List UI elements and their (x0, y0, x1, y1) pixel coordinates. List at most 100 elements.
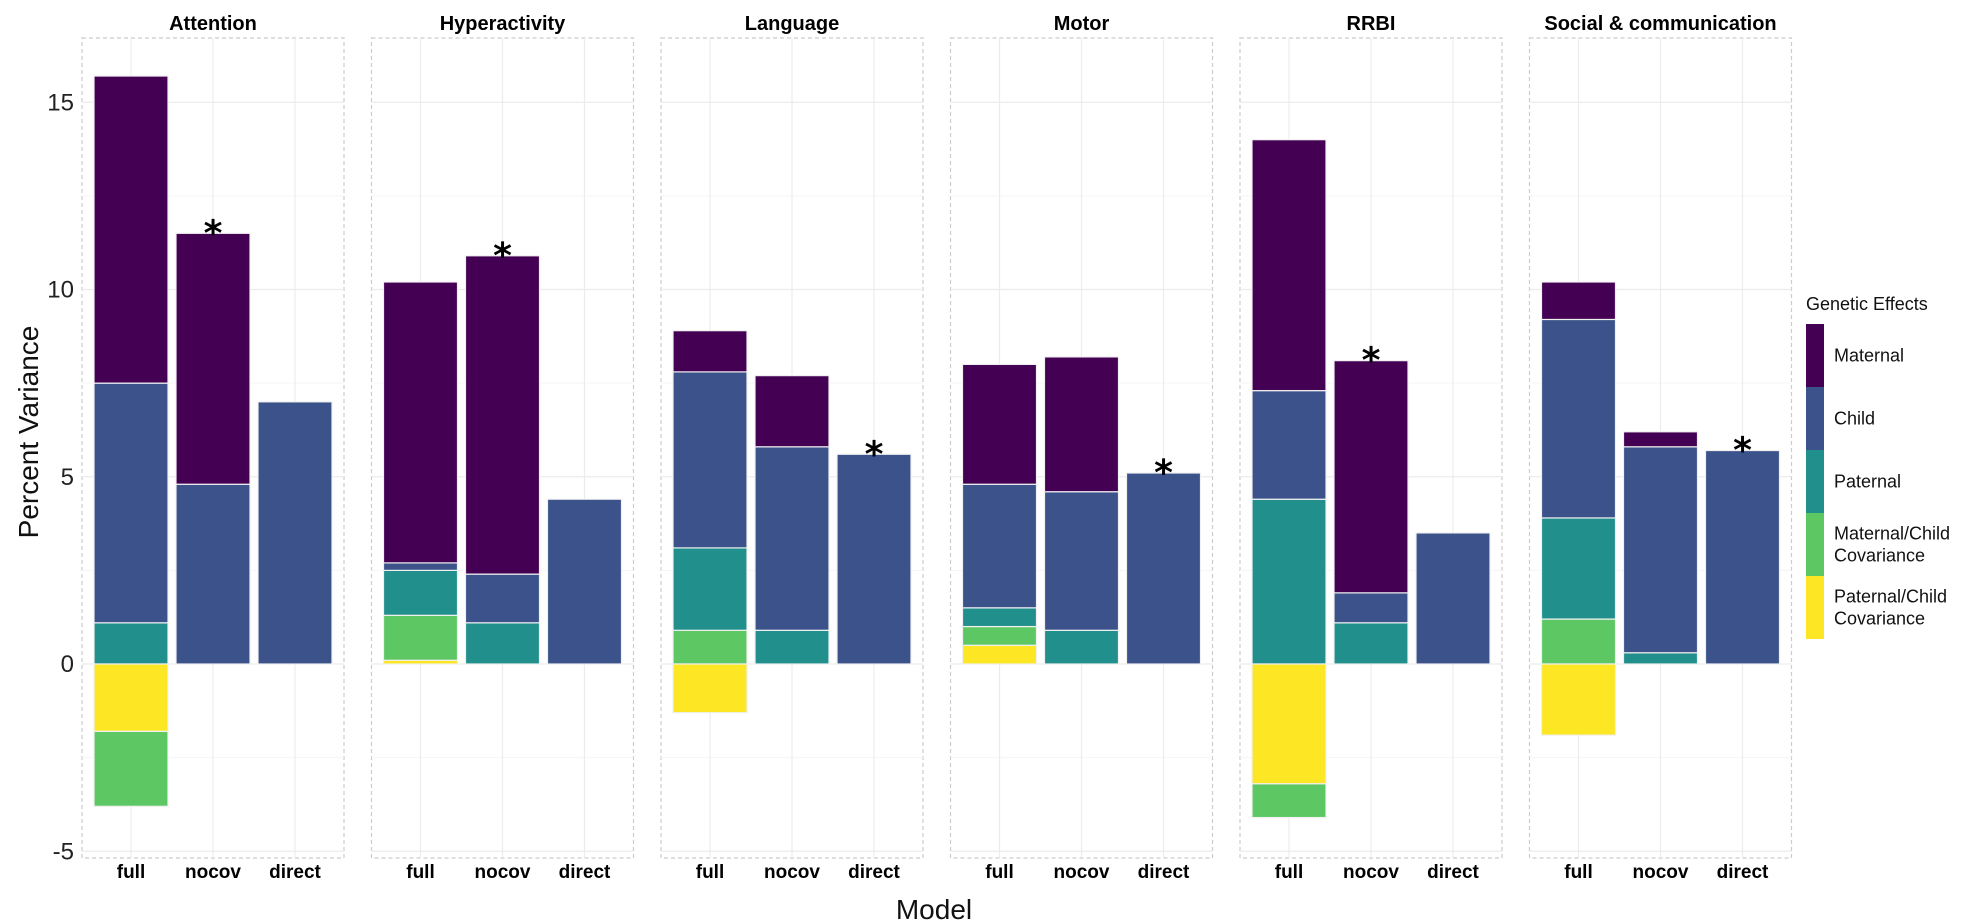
bar-segment-paternal (961, 607, 1038, 628)
bar-segment-child (1704, 449, 1781, 665)
legend-key-matchild (1806, 513, 1824, 576)
panel-rrbi: RRBI full * nocov direct (1239, 13, 1503, 883)
bar-segment-maternal (961, 363, 1038, 485)
x-tick-label: nocov (1633, 862, 1689, 883)
legend-key-maternal (1806, 324, 1824, 387)
x-tick-label: nocov (1343, 862, 1399, 883)
bar-segment-maternal (464, 255, 541, 575)
facet-title: Hyperactivity (440, 13, 566, 35)
legend-title: Genetic Effects (1806, 294, 1928, 314)
x-tick-label: direct (1138, 862, 1190, 883)
x-tick-label: direct (848, 862, 900, 883)
bar-segment-paternal (93, 622, 169, 665)
y-tick-label: -5 (53, 838, 74, 865)
y-tick-label: 10 (47, 277, 74, 304)
y-tick-label: 0 (61, 651, 74, 678)
y-axis-title: Percent Variance (13, 326, 44, 539)
bar-segment-child (1333, 592, 1409, 624)
bar-segment-matchild (1540, 618, 1617, 665)
bar-segment-maternal (1622, 431, 1699, 448)
x-tick-label: direct (1427, 862, 1479, 883)
x-tick-label: direct (269, 862, 321, 883)
bar-segment-maternal (1540, 281, 1617, 321)
bar-segment-maternal (1333, 360, 1409, 594)
bar-segment-child (464, 573, 541, 624)
x-tick-label: nocov (475, 862, 531, 883)
facet-title: Social & communication (1544, 13, 1776, 35)
bar-segment-matchild (1251, 783, 1327, 819)
bar-segment-matchild (93, 730, 169, 807)
bar-segment-child (672, 371, 748, 549)
facet-title: Language (745, 13, 839, 35)
bar-segment-child (754, 446, 830, 631)
x-tick-label: full (406, 862, 435, 883)
y-tick-label: 15 (47, 89, 74, 116)
bar-segment-child (175, 483, 251, 665)
bar-segment-child (1125, 472, 1202, 665)
bar-segment-patchild (93, 663, 169, 733)
bar-segment-paternal (1333, 622, 1409, 665)
significance-star: * (1362, 341, 1381, 382)
panel-motor: Motor full nocov * direct (949, 13, 1214, 883)
significance-star: * (493, 236, 512, 277)
x-tick-label: full (1564, 862, 1593, 883)
x-tick-label: full (1275, 862, 1304, 883)
facet-title: RRBI (1347, 13, 1396, 35)
bar-segment-maternal (754, 375, 830, 448)
significance-star: * (865, 434, 884, 475)
bar-segment-patchild (1251, 663, 1327, 785)
bar-segment-paternal (1043, 629, 1120, 665)
legend-label: Child (1834, 409, 1875, 429)
significance-star: * (1154, 453, 1173, 494)
x-axis-title: Model (896, 894, 972, 923)
bar-segment-child (257, 401, 333, 665)
bar-segment-paternal (672, 547, 748, 631)
x-tick-label: full (696, 862, 725, 883)
bar-segment-matchild (382, 614, 459, 661)
panel-hyperactivity: Hyperactivity full * nocov direct (370, 13, 635, 883)
legend: Genetic Effects Maternal Child Paternal Mat… (1806, 294, 1950, 639)
x-tick-label: nocov (1054, 862, 1110, 883)
legend-label: Covariance (1834, 609, 1925, 629)
significance-star: * (204, 213, 223, 254)
bar-segment-paternal (1540, 517, 1617, 620)
bar-segment-paternal (1622, 652, 1699, 665)
bar-segment-child (1540, 318, 1617, 519)
bar-segment-child (1415, 532, 1491, 665)
legend-key-child (1806, 387, 1824, 450)
bar-segment-patchild (672, 663, 748, 714)
bar-segment-patchild (961, 644, 1038, 665)
legend-label: Maternal/Child (1834, 524, 1950, 544)
legend-label: Paternal (1834, 472, 1901, 492)
bar-segment-matchild (672, 629, 748, 665)
panel-attention: Attention full * nocov direct (81, 13, 345, 883)
legend-item-maternal: Maternal (1806, 324, 1904, 387)
bar-segment-matchild (961, 625, 1038, 646)
facet-title: Motor (1054, 13, 1110, 35)
panel-social-communication: Social & communication full nocov * direct (1528, 13, 1793, 883)
bar-segment-maternal (175, 232, 251, 485)
legend-items: MaternalChildPaternalMaternal/ChildCovar… (1806, 324, 1950, 639)
legend-item-paternal: Paternal (1806, 450, 1901, 513)
y-tick-label: 5 (61, 464, 74, 491)
legend-item-child: Child (1806, 387, 1875, 450)
bar-segment-paternal (464, 622, 541, 665)
x-tick-label: full (117, 862, 146, 883)
legend-key-patchild (1806, 576, 1824, 639)
significance-star: * (1733, 431, 1752, 472)
x-tick-label: full (985, 862, 1014, 883)
bar-segment-maternal (93, 75, 169, 384)
facet-panels: Attention full * nocov direct Hyperactivity fu… (81, 13, 1793, 883)
bar-segment-maternal (382, 281, 459, 564)
x-tick-label: nocov (764, 862, 820, 883)
bar-segment-child (1622, 446, 1699, 654)
x-tick-label: direct (559, 862, 611, 883)
bar-segment-maternal (1043, 356, 1120, 493)
bar-segment-child (1043, 491, 1120, 631)
bar-segment-child (382, 562, 459, 571)
bar-segment-paternal (754, 629, 830, 665)
x-tick-label: nocov (185, 862, 241, 883)
bar-segment-patchild (1540, 663, 1617, 736)
